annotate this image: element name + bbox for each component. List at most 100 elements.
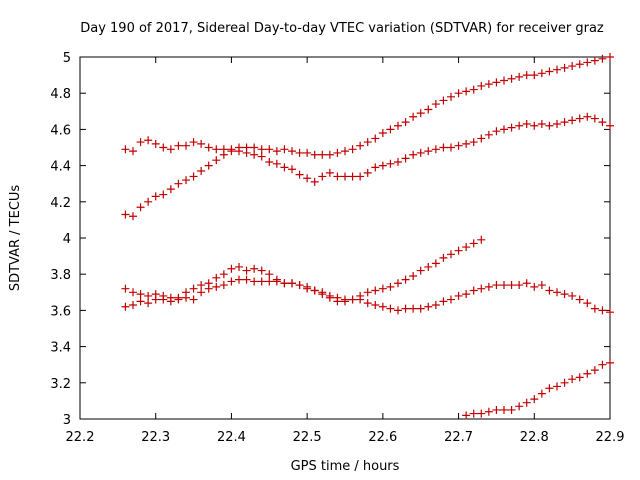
data-point — [454, 246, 463, 255]
data-point — [235, 147, 243, 156]
data-point — [447, 295, 455, 304]
x-axis: 22.2 22.3 22.4 22.5 22.6 22.7 22.8 22.9 — [66, 57, 624, 445]
data-point — [431, 100, 440, 109]
data-point — [386, 282, 395, 291]
data-point — [174, 179, 183, 188]
data-point — [288, 279, 296, 288]
y-tick-label: 3.2 — [50, 377, 71, 392]
data-point — [500, 76, 508, 85]
data-point — [394, 121, 402, 130]
data-point — [341, 147, 349, 156]
y-axis: 3 3.2 3.4 3.6 3.8 4 4.2 4.4 4.6 4.8 5 — [50, 51, 610, 428]
data-point — [257, 277, 266, 286]
data-point — [129, 212, 137, 221]
data-point — [590, 304, 599, 313]
data-point — [363, 138, 372, 147]
chart-title: Day 190 of 2017, Sidereal Day-to-day VTE… — [80, 21, 604, 36]
data-point — [424, 105, 433, 114]
series-C — [121, 235, 486, 304]
data-point — [121, 210, 130, 219]
data-point — [439, 297, 448, 306]
data-point — [371, 163, 380, 172]
data-point — [121, 145, 130, 154]
data-point — [378, 129, 387, 138]
data-point — [477, 409, 486, 418]
data-point — [318, 290, 327, 299]
data-point — [151, 295, 160, 304]
data-point — [151, 192, 160, 201]
data-point — [341, 172, 349, 181]
data-point — [212, 145, 221, 154]
data-point — [477, 235, 486, 244]
data-point — [189, 172, 198, 181]
data-point — [409, 272, 418, 281]
data-point — [363, 299, 372, 308]
y-tick-label: 4 — [63, 232, 71, 247]
data-point — [250, 143, 259, 152]
data-point — [522, 119, 531, 128]
data-point — [447, 250, 455, 259]
data-point — [189, 295, 198, 304]
data-point — [363, 288, 372, 297]
data-point — [424, 262, 433, 271]
data-point — [477, 284, 486, 293]
data-point — [575, 60, 584, 69]
data-point — [409, 112, 418, 121]
data-point — [159, 190, 168, 199]
data-point — [598, 306, 607, 315]
data-point — [348, 145, 357, 154]
data-point — [568, 375, 577, 384]
y-tick-label: 3.8 — [50, 268, 71, 283]
data-point — [227, 264, 236, 273]
data-point — [257, 145, 266, 154]
data-point — [394, 306, 402, 315]
data-point — [371, 134, 380, 143]
y-tick-label: 3.4 — [50, 341, 71, 356]
data-point — [431, 259, 440, 268]
data-point — [553, 119, 561, 128]
data-point — [197, 139, 206, 148]
data-point — [469, 138, 478, 147]
data-point — [439, 143, 448, 152]
data-point — [386, 125, 395, 134]
data-point — [431, 145, 440, 154]
data-point — [204, 143, 213, 152]
data-point — [606, 308, 614, 317]
series-E — [462, 358, 614, 420]
data-point — [515, 72, 524, 81]
data-point — [553, 288, 561, 297]
data-point — [447, 143, 455, 152]
data-point — [484, 130, 493, 139]
data-point — [416, 304, 425, 313]
data-point — [212, 156, 221, 165]
data-point — [204, 284, 213, 293]
data-point — [545, 286, 554, 295]
data-point — [303, 148, 312, 157]
data-point — [469, 286, 478, 295]
data-point — [182, 176, 190, 185]
data-point — [484, 407, 493, 416]
data-point — [530, 282, 539, 291]
data-point — [265, 270, 274, 279]
y-tick-label: 3 — [63, 413, 71, 428]
data-point — [454, 89, 463, 98]
data-point — [235, 275, 243, 284]
data-point — [257, 266, 266, 275]
data-point — [378, 284, 387, 293]
data-point — [174, 295, 183, 304]
data-point — [424, 147, 433, 156]
data-point — [341, 297, 349, 306]
data-point — [265, 277, 274, 286]
data-point — [598, 360, 607, 369]
data-point — [363, 168, 372, 177]
data-point — [219, 270, 228, 279]
data-point — [462, 139, 471, 148]
data-point — [409, 150, 418, 159]
data-point — [507, 281, 516, 290]
data-point — [144, 291, 153, 300]
data-point — [401, 154, 410, 163]
y-tick-label: 4.2 — [50, 196, 71, 211]
data-point — [492, 405, 501, 414]
data-point — [431, 300, 440, 309]
y-tick-label: 4.8 — [50, 87, 71, 102]
